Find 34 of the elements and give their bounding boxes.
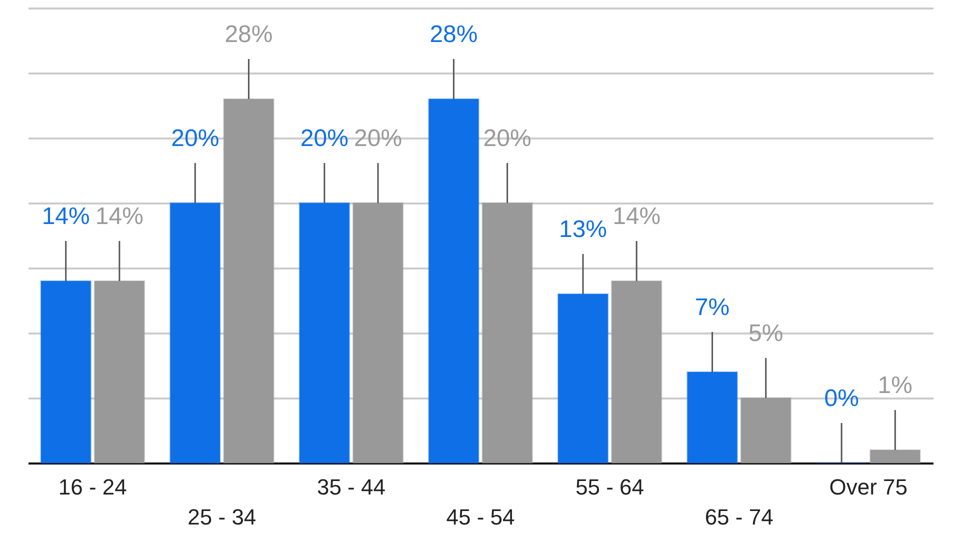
data-label: 20% xyxy=(171,125,220,152)
bar xyxy=(94,280,146,464)
data-label: 5% xyxy=(748,320,784,347)
bar xyxy=(428,98,480,464)
bar xyxy=(40,280,92,464)
bar xyxy=(740,397,792,464)
bar xyxy=(482,202,533,464)
bar xyxy=(869,449,921,464)
x-tick-label: Over 75 xyxy=(829,474,908,500)
data-label: 28% xyxy=(430,21,478,48)
data-label: 28% xyxy=(224,21,273,48)
x-tick-label: 35 - 44 xyxy=(316,474,386,500)
data-label: 1% xyxy=(878,372,912,399)
bar xyxy=(223,98,274,464)
x-tick-label: 55 - 64 xyxy=(576,474,644,500)
data-label: 20% xyxy=(354,125,402,152)
data-label: 20% xyxy=(483,125,532,152)
bar xyxy=(610,280,662,464)
x-tick-label: 16 - 24 xyxy=(58,474,127,500)
data-label: 20% xyxy=(300,125,348,152)
data-label: 14% xyxy=(95,203,144,230)
x-tick-label: 65 - 74 xyxy=(704,504,774,530)
data-label: 0% xyxy=(824,385,859,412)
data-label: 14% xyxy=(612,203,661,230)
data-label: 7% xyxy=(694,294,730,321)
bar xyxy=(298,202,350,464)
bar xyxy=(352,202,404,464)
bar xyxy=(557,293,609,464)
x-tick-label: 25 - 34 xyxy=(188,504,256,530)
bar xyxy=(169,202,221,464)
data-label: 14% xyxy=(42,203,90,230)
x-tick-label: 45 - 54 xyxy=(446,504,515,530)
bar xyxy=(686,371,738,464)
data-label: 13% xyxy=(558,216,608,243)
